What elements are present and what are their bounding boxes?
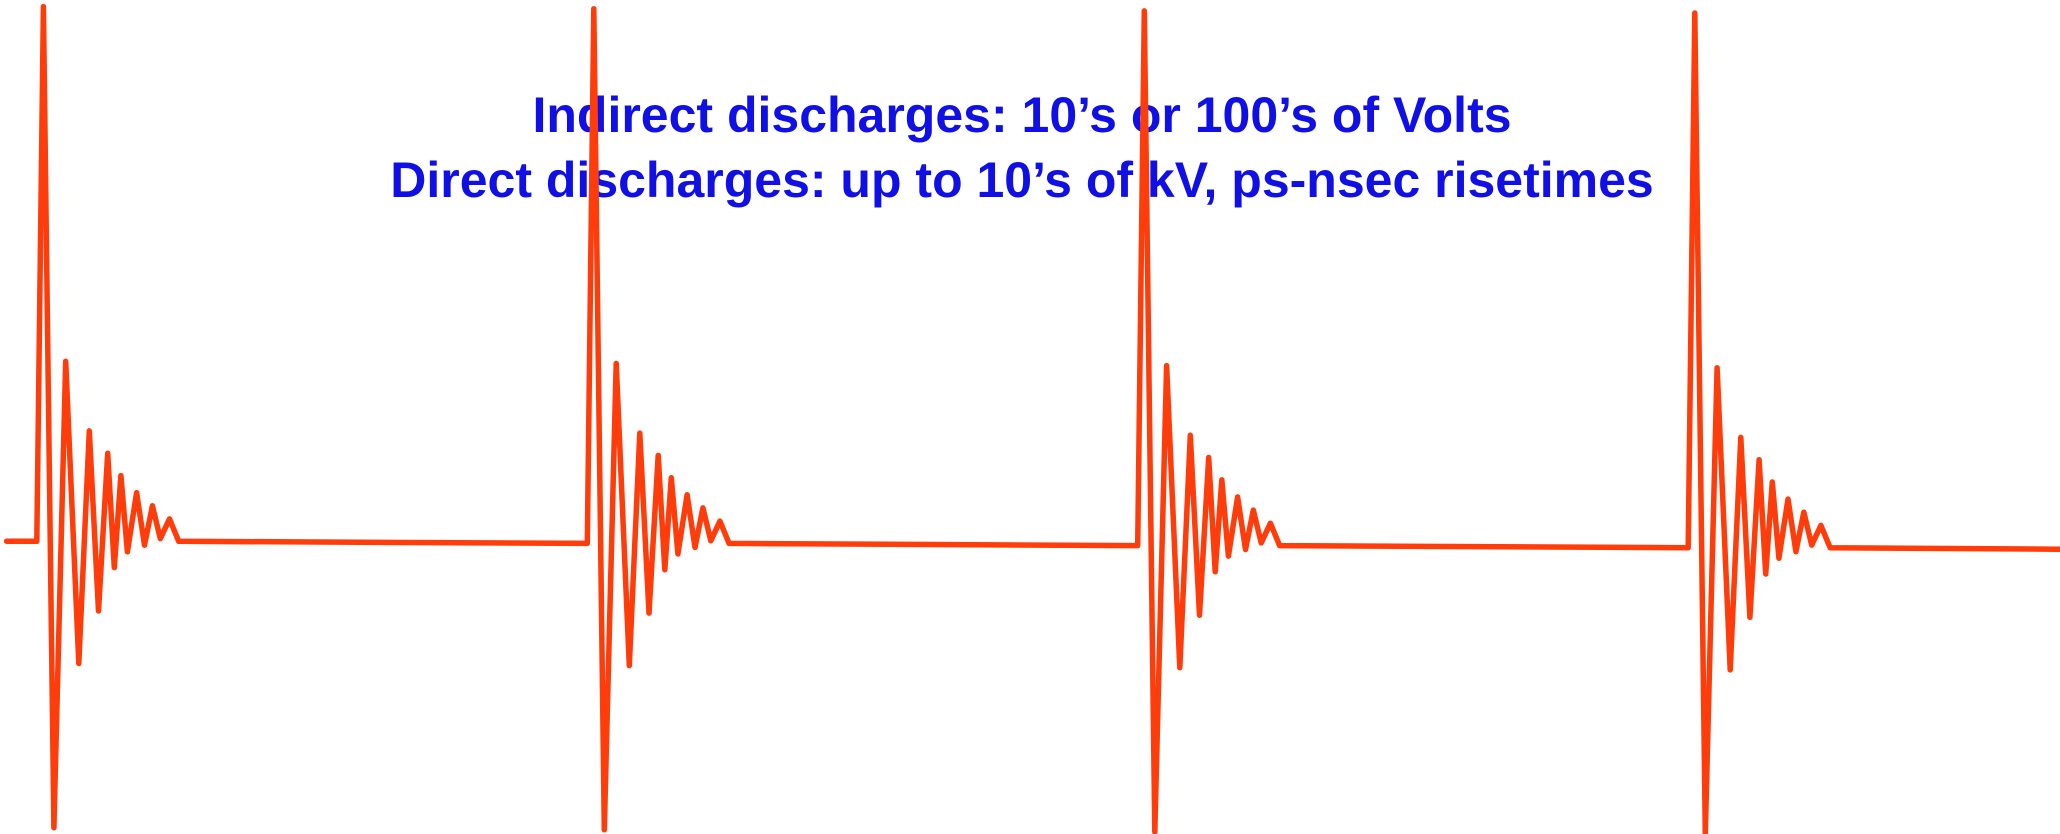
discharge-waveform [3,3,2060,834]
caption-line: Indirect discharges: 10’s or 100’s of Vo… [532,87,1511,143]
caption-line: Direct discharges: up to 10’s of kV, ps-… [390,152,1653,208]
